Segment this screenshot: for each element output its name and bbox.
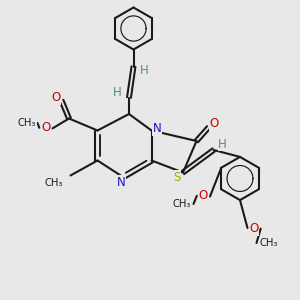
Text: O: O: [199, 189, 208, 203]
Text: O: O: [250, 222, 259, 235]
Text: H: H: [218, 137, 227, 151]
Text: O: O: [209, 117, 218, 130]
Text: N: N: [152, 122, 161, 136]
Text: H: H: [113, 86, 122, 100]
Text: N: N: [117, 176, 126, 189]
Text: S: S: [173, 171, 181, 184]
Text: H: H: [140, 64, 148, 77]
Text: CH₃: CH₃: [18, 118, 36, 128]
Text: CH₃: CH₃: [173, 199, 191, 209]
Text: O: O: [52, 91, 61, 104]
Text: CH₃: CH₃: [259, 238, 278, 248]
Text: CH₃: CH₃: [44, 178, 63, 188]
Text: O: O: [41, 121, 50, 134]
